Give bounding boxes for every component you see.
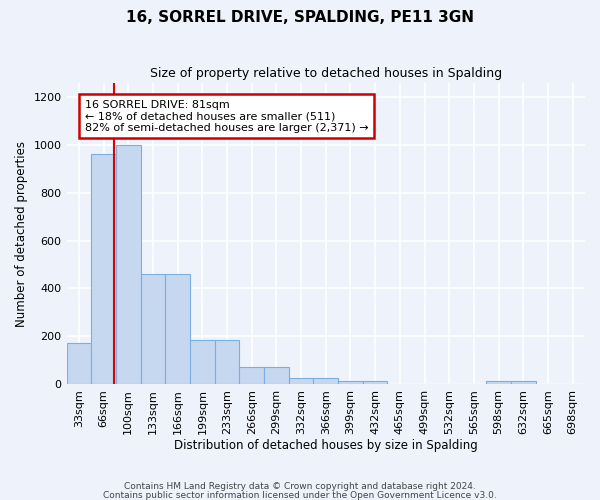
Bar [165,274,190,384]
Bar [289,378,313,384]
Bar [91,154,116,384]
Bar [338,381,363,384]
Bar [313,378,338,384]
Bar [190,340,215,384]
Y-axis label: Number of detached properties: Number of detached properties [15,140,28,326]
Text: 16 SORREL DRIVE: 81sqm
← 18% of detached houses are smaller (511)
82% of semi-de: 16 SORREL DRIVE: 81sqm ← 18% of detached… [85,100,368,133]
Text: 16, SORREL DRIVE, SPALDING, PE11 3GN: 16, SORREL DRIVE, SPALDING, PE11 3GN [126,10,474,25]
Bar [116,145,140,384]
Title: Size of property relative to detached houses in Spalding: Size of property relative to detached ho… [150,68,502,80]
Bar [264,367,289,384]
Bar [140,274,165,384]
Bar [239,367,264,384]
Text: Contains HM Land Registry data © Crown copyright and database right 2024.: Contains HM Land Registry data © Crown c… [124,482,476,491]
Bar [67,344,91,384]
Text: Contains public sector information licensed under the Open Government Licence v3: Contains public sector information licen… [103,490,497,500]
X-axis label: Distribution of detached houses by size in Spalding: Distribution of detached houses by size … [174,440,478,452]
Bar [511,381,536,384]
Bar [215,340,239,384]
Bar [486,381,511,384]
Bar [363,381,388,384]
